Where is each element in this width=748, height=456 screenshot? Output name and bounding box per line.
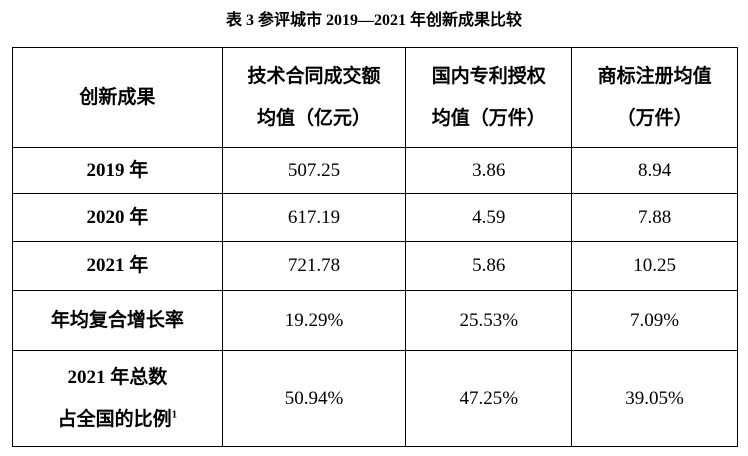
label-line: 2021 年 (86, 255, 149, 276)
header-cell: 创新成果 (12, 47, 223, 148)
label-line: 年均复合增长率 (50, 309, 184, 331)
value-cell: 721.78 (221, 241, 407, 291)
data-row: 2021 年总数 占全国的比例1 50.94% 47.25% 39.05% (12, 350, 738, 447)
comparison-table: 创新成果 技术合同成交额 均值（亿元） 国内专利授权 均值（万件） 商标注册均值 （万件） 2… (12, 47, 738, 447)
value-cell: 4.59 (405, 193, 573, 242)
value-cell: 7.88 (571, 193, 738, 242)
value-cell: 39.05% (571, 350, 738, 447)
footnote-mark: 1 (171, 408, 178, 421)
header-line: 商标注册均值 (597, 65, 712, 87)
table-body: 创新成果 技术合同成交额 均值（亿元） 国内专利授权 均值（万件） 商标注册均值 （万件） 2… (12, 47, 738, 447)
value-cell: 507.25 (221, 147, 407, 194)
header-line: 均值（万件） (431, 107, 546, 129)
value-cell: 8.94 (571, 147, 738, 194)
value-cell: 7.09% (571, 290, 738, 351)
data-row: 2020 年 617.19 4.59 7.88 (12, 193, 738, 242)
value-cell: 3.86 (405, 147, 573, 194)
header-line: 创新成果 (79, 86, 156, 108)
value-cell: 5.86 (405, 241, 573, 291)
value-cell: 47.25% (405, 350, 573, 447)
row-label: 2021 年 (12, 241, 223, 291)
header-line: 均值（亿元） (257, 107, 372, 129)
header-cell: 商标注册均值 （万件） (571, 47, 738, 148)
row-label: 年均复合增长率 (12, 290, 223, 351)
header-cell: 国内专利授权 均值（万件） (405, 47, 573, 148)
header-row: 创新成果 技术合同成交额 均值（亿元） 国内专利授权 均值（万件） 商标注册均值 （万件） (12, 47, 738, 148)
label-line: 2019 年 (86, 159, 149, 181)
header-line: 技术合同成交额 (247, 65, 381, 87)
row-label: 2020 年 (12, 193, 223, 242)
label-line: 占全国的比例1 (57, 408, 178, 430)
data-row: 年均复合增长率 19.29% 25.53% 7.09% (12, 290, 738, 351)
data-row: 2021 年 721.78 5.86 10.25 (12, 241, 738, 291)
header-line: 国内专利授权 (431, 65, 546, 87)
label-line: 2020 年 (86, 206, 149, 228)
table-title: 表 3 参评城市 2019—2021 年创新成果比较 (225, 12, 522, 29)
label-line: 2021 年总数 (67, 366, 168, 388)
value-cell: 10.25 (571, 241, 738, 291)
value-cell: 617.19 (221, 193, 407, 242)
value-cell: 19.29% (221, 290, 407, 351)
header-line: （万件） (616, 107, 693, 129)
row-label: 2019 年 (12, 147, 223, 194)
data-row: 2019 年 507.25 3.86 8.94 (12, 147, 738, 194)
row-label: 2021 年总数 占全国的比例1 (12, 350, 223, 447)
value-cell: 50.94% (221, 350, 407, 447)
header-cell: 技术合同成交额 均值（亿元） (221, 47, 407, 148)
value-cell: 25.53% (405, 290, 573, 351)
